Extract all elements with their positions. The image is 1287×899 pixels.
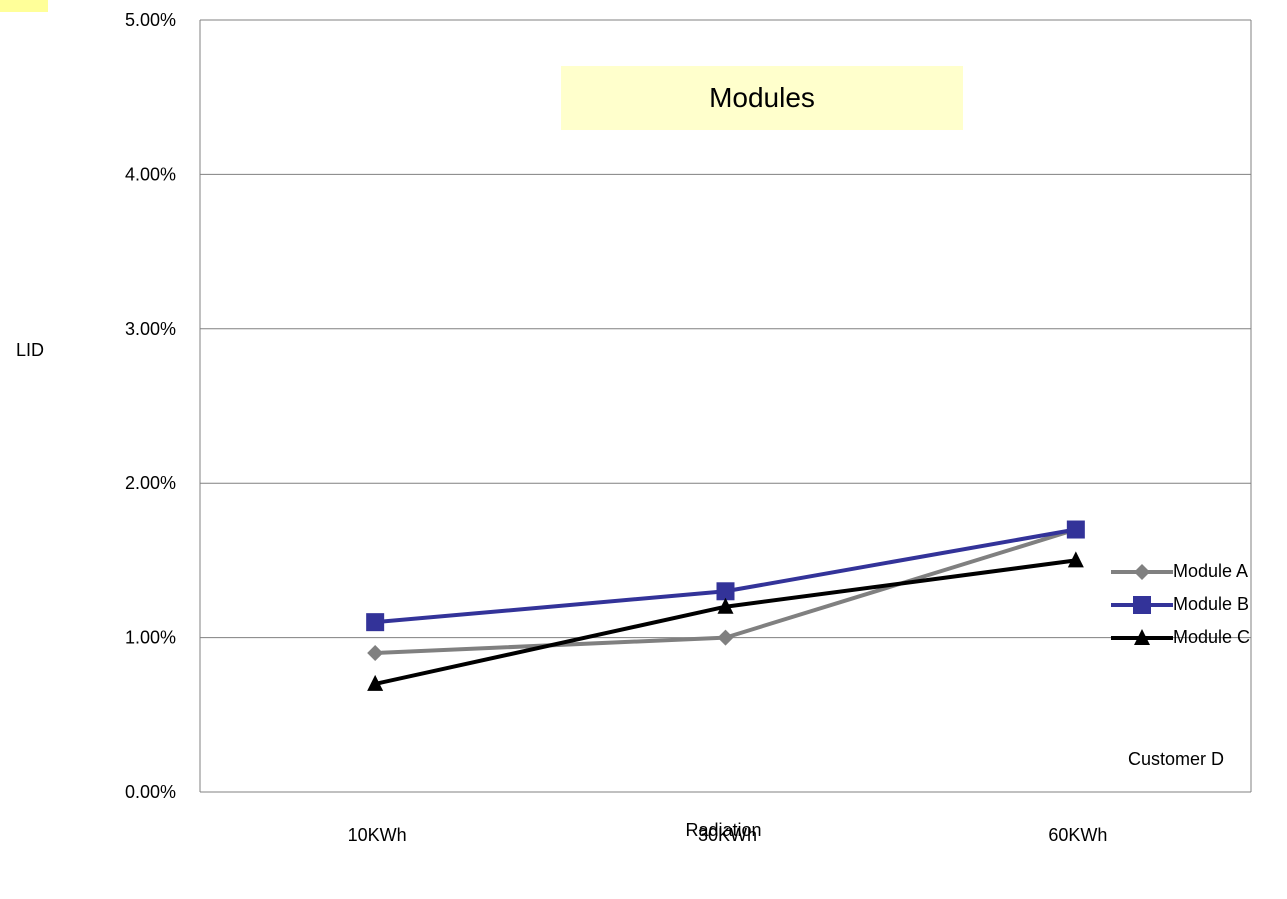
series-group [366,520,1085,691]
corner-highlight [0,0,48,12]
legend-swatch-module-a [1111,563,1173,580]
data-point [367,645,384,662]
legend: Module A Module B Module C [1111,556,1250,653]
y-axis-ticks: 0.00% 1.00% 2.00% 3.00% 4.00% 5.00% [125,10,176,802]
legend-swatch-module-c [1111,628,1173,645]
legend-item-module-b: Module B [1111,589,1250,620]
y-tick-label: 3.00% [125,319,176,339]
legend-label: Module C [1173,627,1251,647]
chart-title: Modules [709,82,815,113]
data-point [1067,551,1084,568]
series-line [374,558,1077,686]
chart-title-box: Modules [561,66,963,130]
data-point [717,629,734,646]
y-tick-label: 1.00% [125,628,176,648]
y-tick-label: 0.00% [125,782,176,802]
y-tick-label: 5.00% [125,10,176,30]
legend-swatch-module-b [1111,595,1173,614]
legend-item-module-a: Module A [1111,556,1250,587]
data-point [1066,520,1085,539]
annotation-customer: Customer D [1128,749,1225,769]
data-point [717,597,734,614]
y-tick-label: 2.00% [125,473,176,493]
legend-marker [1134,628,1150,645]
data-point [366,613,385,632]
legend-marker [1134,563,1150,580]
legend-item-module-c: Module C [1111,622,1250,653]
x-tick-label: 60KWh [1048,825,1107,845]
y-axis-label: LID [16,340,45,360]
y-tick-label: 4.00% [125,164,176,184]
legend-label: Module A [1173,561,1249,581]
x-tick-label: 30KWh [698,825,757,845]
legend-marker [1133,595,1151,614]
series-module-b [366,520,1085,632]
x-axis-label: Radiation [685,820,762,840]
data-point [716,582,735,601]
x-axis-ticks: 10KWh 30KWh 60KWh [348,825,1108,845]
legend-label: Module B [1173,594,1250,614]
data-point [367,674,384,691]
series-module-c [367,551,1084,691]
x-tick-label: 10KWh [348,825,407,845]
gridlines [199,19,1252,793]
